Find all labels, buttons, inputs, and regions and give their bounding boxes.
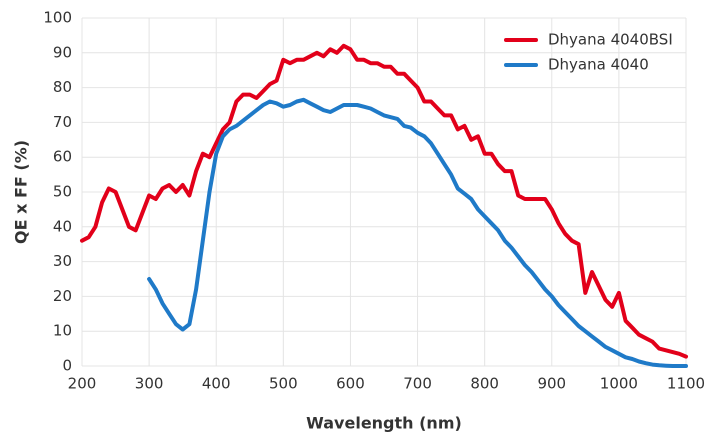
x-axis-label: Wavelength (nm) bbox=[306, 414, 462, 433]
y-tick-label: 20 bbox=[53, 287, 72, 305]
y-tick-label: 10 bbox=[53, 322, 72, 340]
x-tick-label: 800 bbox=[470, 375, 499, 393]
y-tick-label: 100 bbox=[43, 9, 72, 27]
y-tick-label: 30 bbox=[53, 252, 72, 270]
y-tick-label: 60 bbox=[53, 148, 72, 166]
x-tick-label: 900 bbox=[537, 375, 566, 393]
line-series bbox=[147, 97, 688, 368]
x-tick-label: 400 bbox=[202, 375, 231, 393]
y-tick-label: 50 bbox=[53, 183, 72, 201]
x-tick-label: 300 bbox=[135, 375, 164, 393]
y-tick-label: 80 bbox=[53, 78, 72, 96]
x-tick-label: 1100 bbox=[667, 375, 705, 393]
y-axis-label: QE x FF (%) bbox=[12, 140, 31, 244]
y-tick-label: 90 bbox=[53, 43, 72, 61]
x-tick-label: 1000 bbox=[600, 375, 638, 393]
x-tick-label: 600 bbox=[336, 375, 365, 393]
y-tick-label: 0 bbox=[62, 357, 72, 375]
y-tick-label: 40 bbox=[53, 217, 72, 235]
x-tick-label: 700 bbox=[403, 375, 432, 393]
legend-label: Dhyana 4040BSI bbox=[548, 31, 673, 49]
x-tick-label: 200 bbox=[68, 375, 97, 393]
line-series bbox=[80, 43, 688, 359]
y-tick-label: 70 bbox=[53, 113, 72, 131]
legend-label: Dhyana 4040 bbox=[548, 56, 649, 74]
x-tick-label: 500 bbox=[269, 375, 298, 393]
